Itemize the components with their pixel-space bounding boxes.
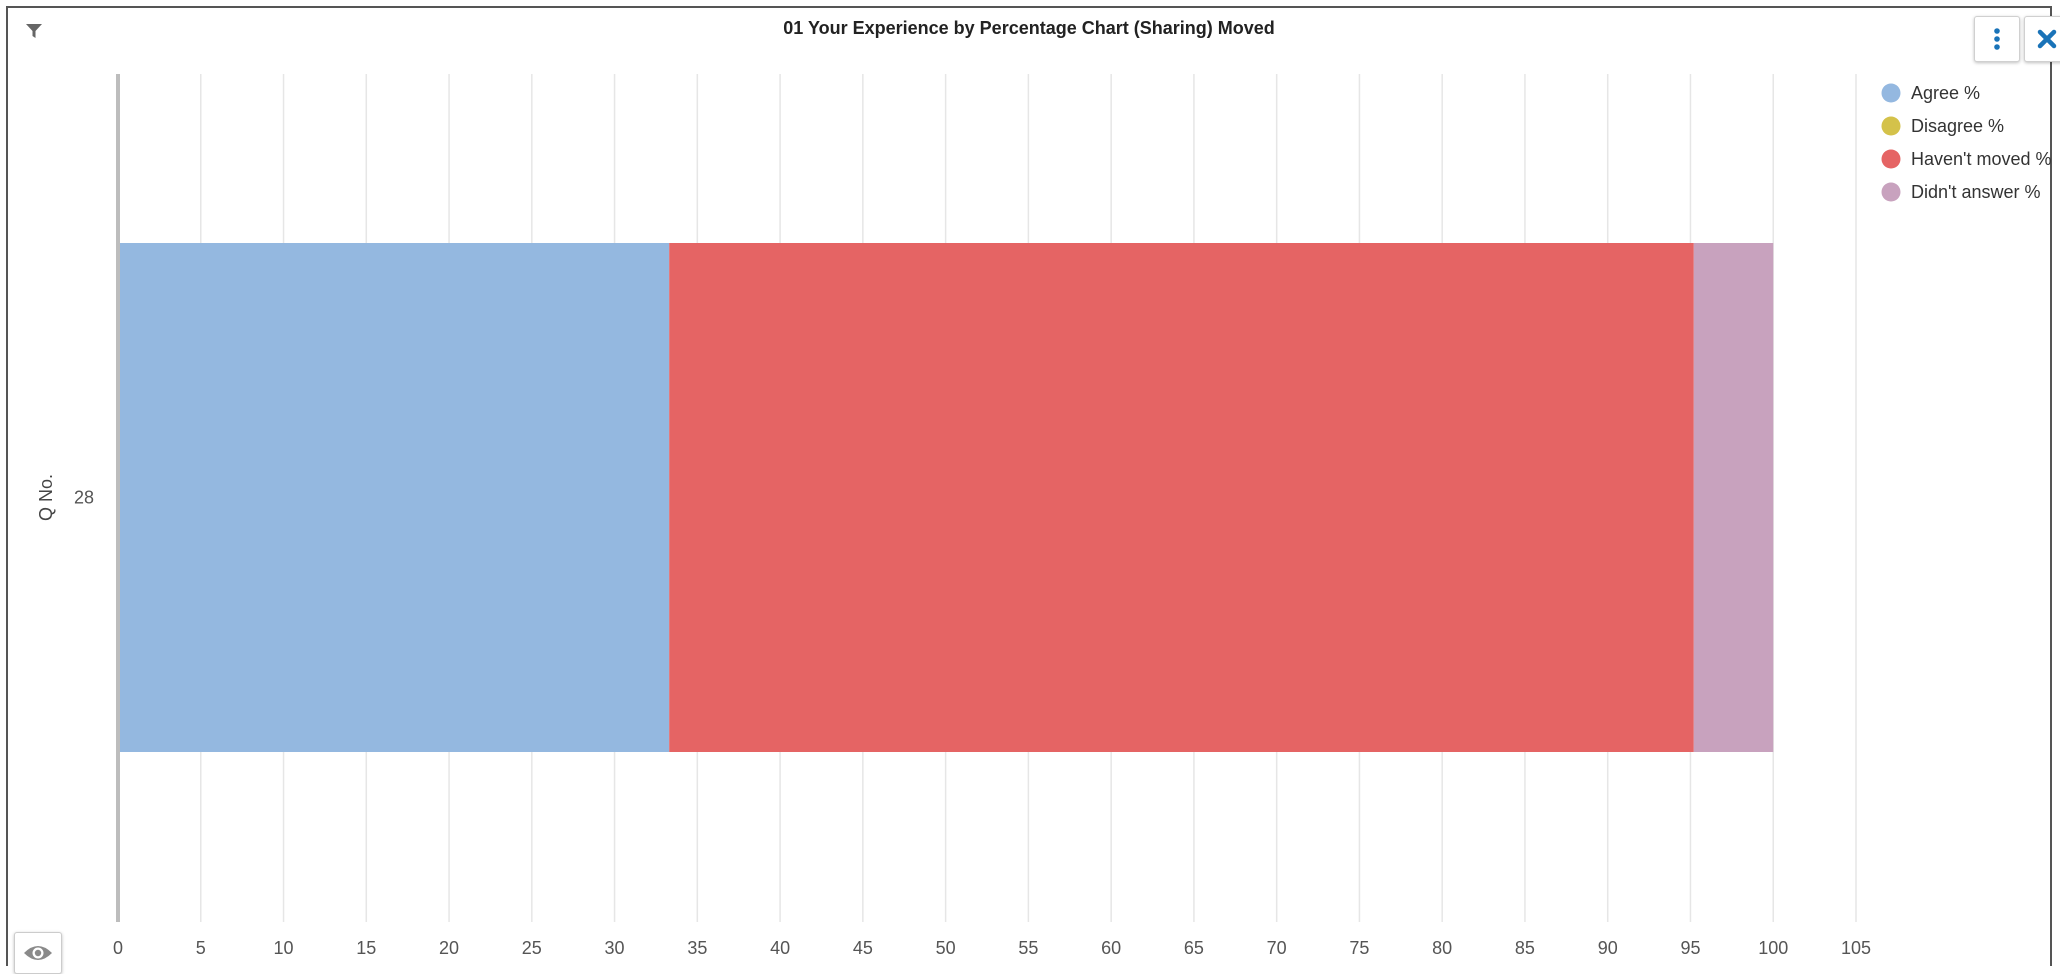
more-vertical-icon (1994, 28, 2000, 50)
more-options-button[interactable] (1974, 16, 2020, 62)
filter-icon[interactable] (22, 20, 48, 44)
close-button[interactable] (2024, 16, 2060, 62)
close-icon (2037, 29, 2057, 49)
chart-title: 01 Your Experience by Percentage Chart (… (783, 18, 1275, 38)
chart-panel: 01 Your Experience by Percentage Chart (… (6, 6, 2060, 966)
eye-icon (24, 946, 52, 960)
toggle-visibility-button[interactable] (14, 932, 62, 974)
